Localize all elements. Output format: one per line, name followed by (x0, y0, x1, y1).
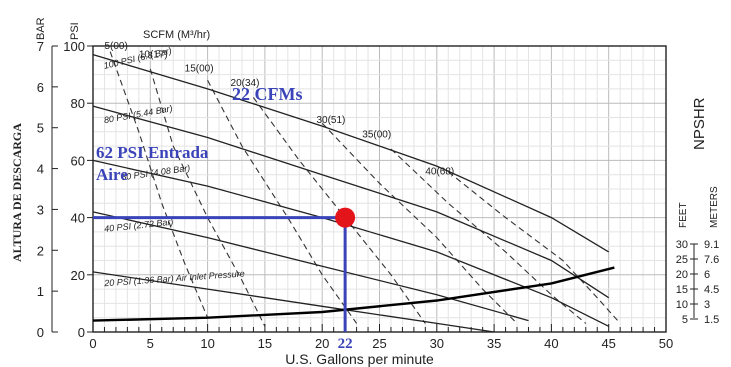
scfm-label: 20(34) (231, 78, 260, 89)
scfm-curve (447, 171, 621, 324)
x-tick-label: 5 (147, 336, 154, 351)
bar-tick-label: 5 (37, 121, 44, 136)
x-axis-label: U.S. Gallons per minute (285, 351, 434, 367)
psi-tick-label: 60 (71, 153, 85, 168)
scfm-curve (321, 122, 518, 324)
feet-tick-label: 10 (676, 299, 688, 311)
bar-axis-title: BAR (35, 17, 47, 40)
air-pressure-curve (92, 271, 495, 333)
bar-tick-label: 4 (37, 162, 44, 177)
x-marker-label: 22 (338, 336, 353, 352)
feet-tick-label: 25 (676, 254, 688, 266)
scfm-label: 30(51) (316, 115, 345, 126)
feet-tick-label: 30 (676, 239, 688, 251)
air-pressure-label: 80 PSI (5.44 Bar) (103, 103, 173, 125)
npshr-curve-group: NPSHR FEET METERS 30 9.1 25 7.6 20 6 15 4.5 10 3 5 1.5 (92, 97, 720, 326)
bar-tick-label: 3 (37, 202, 44, 217)
npshr-curve (92, 266, 615, 322)
air-pressure-curve (92, 159, 609, 327)
feet-tick-label: 5 (682, 314, 688, 326)
x-tick-label: 50 (659, 336, 673, 351)
scfm-curve (149, 68, 266, 327)
scfm-curve (207, 80, 358, 324)
psi-tick-label: 0 (78, 325, 85, 340)
scfm-curve (109, 51, 209, 318)
scfm-label: 5(00) (104, 41, 127, 52)
bar-tick-label: 1 (37, 284, 44, 299)
x-tick-label: 10 (200, 336, 214, 351)
scfm-label: 35(00) (362, 130, 391, 141)
psi-axis-title: PSI (69, 22, 81, 40)
psi-tick-label: 100 (63, 39, 85, 54)
x-tick-label: 45 (601, 336, 615, 351)
meters-tick-label: 9.1 (704, 239, 719, 251)
psi-tick-label: 80 (71, 96, 85, 111)
grid (92, 45, 667, 333)
x-tick-label: 15 (258, 336, 272, 351)
bar-tick-label: 6 (37, 80, 44, 95)
feet-tick-label: 20 (676, 269, 688, 281)
meters-tick-label: 6 (704, 269, 710, 281)
scfm-header: SCFM (M³/hr) (143, 29, 210, 41)
meters-tick-label: 4.5 (704, 284, 719, 296)
x-tick-label: 35 (487, 336, 501, 351)
operating-point-marker (335, 207, 356, 228)
x-tick-label: 30 (430, 336, 444, 351)
inlet-annotation-line1: 62 PSI Entrada (96, 143, 209, 162)
air-pressure-label: 20 PSI (1.36 Bar) Air Inlet Pressure (103, 268, 245, 288)
rotated-y-label: ALTURA DE DESCARGA (10, 123, 24, 262)
scfm-curve (390, 148, 587, 324)
psi-tick-label: 40 (71, 211, 85, 226)
x-tick-label: 20 (315, 336, 329, 351)
inlet-annotation-line2: Aire (96, 165, 128, 184)
psi-tick-label: 20 (71, 268, 85, 283)
bar-tick-label: 7 (37, 39, 44, 54)
air-pressure-curve (92, 105, 610, 299)
scfm-label: 40(68) (425, 167, 454, 178)
bar-tick-label: 2 (37, 243, 44, 258)
axes: 0 5 10 15 20 25 30 35 40 45 50U.S. Gallons per min… (10, 17, 673, 367)
meters-label: METERS (709, 186, 720, 228)
air-pressure-curve (92, 53, 610, 253)
meters-tick-label: 7.6 (704, 254, 719, 266)
x-tick-label: 40 (544, 336, 558, 351)
meters-tick-label: 1.5 (704, 314, 719, 326)
x-tick-label: 25 (372, 336, 386, 351)
feet-label: FEET (678, 202, 689, 228)
flow-annotation: 22 CFMs (232, 84, 303, 104)
scfm-label: 15(00) (185, 64, 214, 75)
annotations: 22 CFMs 62 PSI Entrada Aire 22 (93, 84, 356, 352)
scfm-label: 10(17) (139, 49, 168, 60)
air-pressure-curve (92, 211, 529, 322)
npshr-title: NPSHR (691, 97, 708, 150)
meters-tick-label: 3 (704, 299, 710, 311)
x-tick-label: 0 (89, 336, 96, 351)
bar-tick-label: 0 (37, 325, 44, 340)
feet-tick-label: 15 (676, 284, 688, 296)
